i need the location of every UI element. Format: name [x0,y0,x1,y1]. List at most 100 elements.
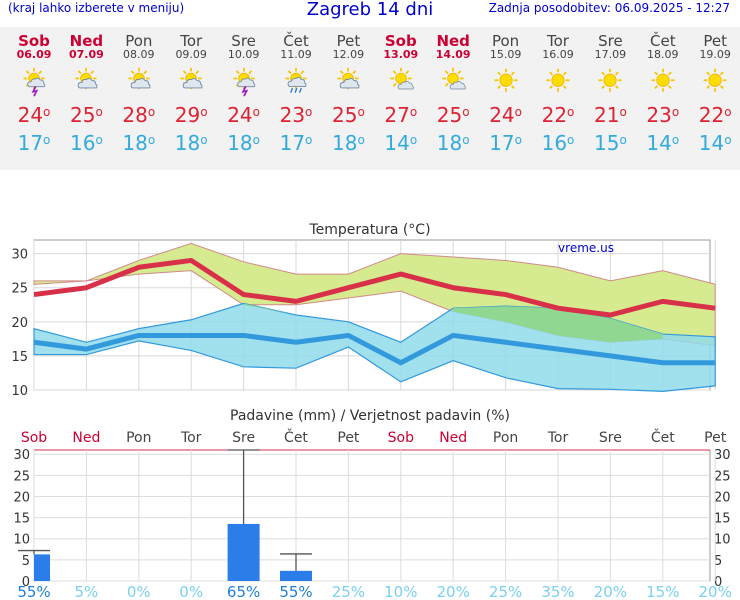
forecast-day-name: Tor [547,32,569,50]
temp-y-tick-label: 15 [11,350,28,365]
sun-cloud-rain-icon [285,67,307,93]
forecast-min-temp: 18o [227,131,260,155]
forecast-max-temp: 29o [174,103,208,127]
precip-x-tick-label: Ned [72,430,100,446]
forecast-max-temp: 28o [122,103,156,127]
sun-icon [703,68,727,92]
forecast-day: Pet 19.09 22o 14o [689,27,740,155]
precip-probability-label: 5% [75,583,99,600]
forecast-day-date: 10.09 [227,48,260,61]
precip-x-tick-label: Čet [284,428,308,446]
precip-y-tick-label-left: 5 [22,554,30,569]
forecast-day: Pon 15.09 24o 17o [480,27,532,155]
forecast-max-temp: 24o [489,103,522,127]
forecast-max-temp: 23o [279,103,313,127]
forecast-min-temp: 18o [331,131,365,155]
precip-probability-label: 35% [541,583,574,600]
precip-x-tick-label: Sob [21,430,47,446]
forecast-day-name: Ned [436,32,470,50]
forecast-day-date: 19.09 [699,48,731,61]
forecast-day-name: Sre [231,32,256,50]
sun-cloud-icon [180,67,203,90]
forecast-day-name: Pet [336,32,361,50]
sun-small-cloud-icon [442,67,466,90]
temp-range-overlap [453,306,663,343]
top-bar: (kraj lahko izberete v meniju) Zagreb 14… [0,0,740,22]
precip-plot-area [33,449,711,582]
forecast-day: Pet 12.09 25o 18o [322,27,374,155]
sun-small-cloud-icon [390,67,414,90]
daily-forecast-strip: Sob 06.09 24o 17o Ned 07.09 25o 16o Pon 08.09 28o 1… [0,27,740,170]
sun-cloud-lightning-icon [233,67,255,97]
forecast-day-date: 18.09 [647,48,679,61]
forecast-max-temp: 25o [69,103,103,127]
precip-probability-label: 0% [127,583,151,600]
precip-probability-label: 20% [699,583,732,600]
forecast-min-temp: 14o [698,131,732,155]
precip-probability-label: 25% [489,583,522,600]
temp-y-tick-label: 20 [11,316,28,331]
precip-x-tick-label: Tor [180,430,202,446]
precip-x-tick-label: Sre [599,430,622,446]
precip-x-tick-label: Pon [126,430,151,446]
precip-probability-label: 15% [646,583,679,600]
sun-icon [651,68,675,92]
precip-probability-label: 25% [332,583,365,600]
forecast-day-name: Sob [18,32,50,50]
forecast-day-name: Tor [180,32,203,50]
forecast-day-date: 11.09 [280,48,312,61]
forecast-day: Sob 13.09 27o 14o [375,27,427,155]
forecast-day: Sre 10.09 24o 18o [218,27,270,155]
forecast-day-date: 17.09 [594,48,627,61]
forecast-min-temp: 17o [17,131,51,155]
precip-chart-title: Padavine (mm) / Verjetnost padavin (%) [230,408,510,424]
forecast-day-date: 09.09 [175,48,207,61]
forecast-day-name: Sob [384,32,417,50]
temp-y-tick-label: 30 [11,248,28,263]
forecast-max-temp: 24o [227,103,260,127]
sun-icon [494,68,518,92]
forecast-max-temp: 23o [646,103,680,127]
forecast-day-name: Pon [491,32,520,50]
sun-cloud-lightning-icon [23,67,46,97]
precip-bar [280,570,312,581]
page-title: Zagreb 14 dni [306,0,434,20]
precip-probability-label: 20% [437,583,470,600]
forecast-day-date: 16.09 [542,48,574,61]
precip-y-tick-label-right: 15 [714,512,731,527]
forecast-day: Ned 14.09 25o 18o [427,27,479,155]
sun-cloud-icon [337,67,360,90]
precip-x-tick-label: Tor [547,430,569,446]
precip-y-tick-label-right: 20 [714,490,731,505]
precip-y-tick-label-left: 20 [13,490,30,505]
precip-x-tick-label: Pet [337,430,360,446]
precip-x-tick-label: Pon [493,430,518,446]
precip-probability-label: 10% [384,583,417,600]
forecast-day: Sob 06.09 24o 17o [8,27,60,155]
max-temp-line [33,257,716,318]
forecast-min-temp: 17o [279,131,313,155]
forecast-day: Tor 16.09 22o 16o [532,27,584,155]
forecast-day: Pon 08.09 28o 18o [113,27,165,155]
precip-y-tick-label-right: 10 [714,533,731,548]
forecast-day-name: Ned [69,32,104,50]
forecast-day-date: 08.09 [123,48,155,61]
temp-y-tick-label: 25 [11,282,28,297]
temp-y-tick-label: 10 [11,384,28,399]
forecast-min-temp: 18o [174,131,208,155]
precip-y-tick-label-left: 15 [13,512,30,527]
forecast-day-name: Sre [598,32,623,50]
precip-x-tick-label: Pet [704,430,727,446]
forecast-max-temp: 25o [436,103,470,127]
precip-probability-label: 55% [279,583,312,600]
precip-x-tick-label: Ned [439,430,467,446]
forecast-day-name: Čet [650,32,676,50]
precip-x-tick-label: Sre [232,430,255,446]
forecast-min-temp: 18o [436,131,470,155]
precip-x-tick-label: Sob [388,430,414,446]
forecast-day-name: Pet [703,32,727,50]
forecast-min-temp: 17o [489,131,522,155]
forecast-min-temp: 16o [541,131,575,155]
forecast-day: Tor 09.09 29o 18o [165,27,217,155]
